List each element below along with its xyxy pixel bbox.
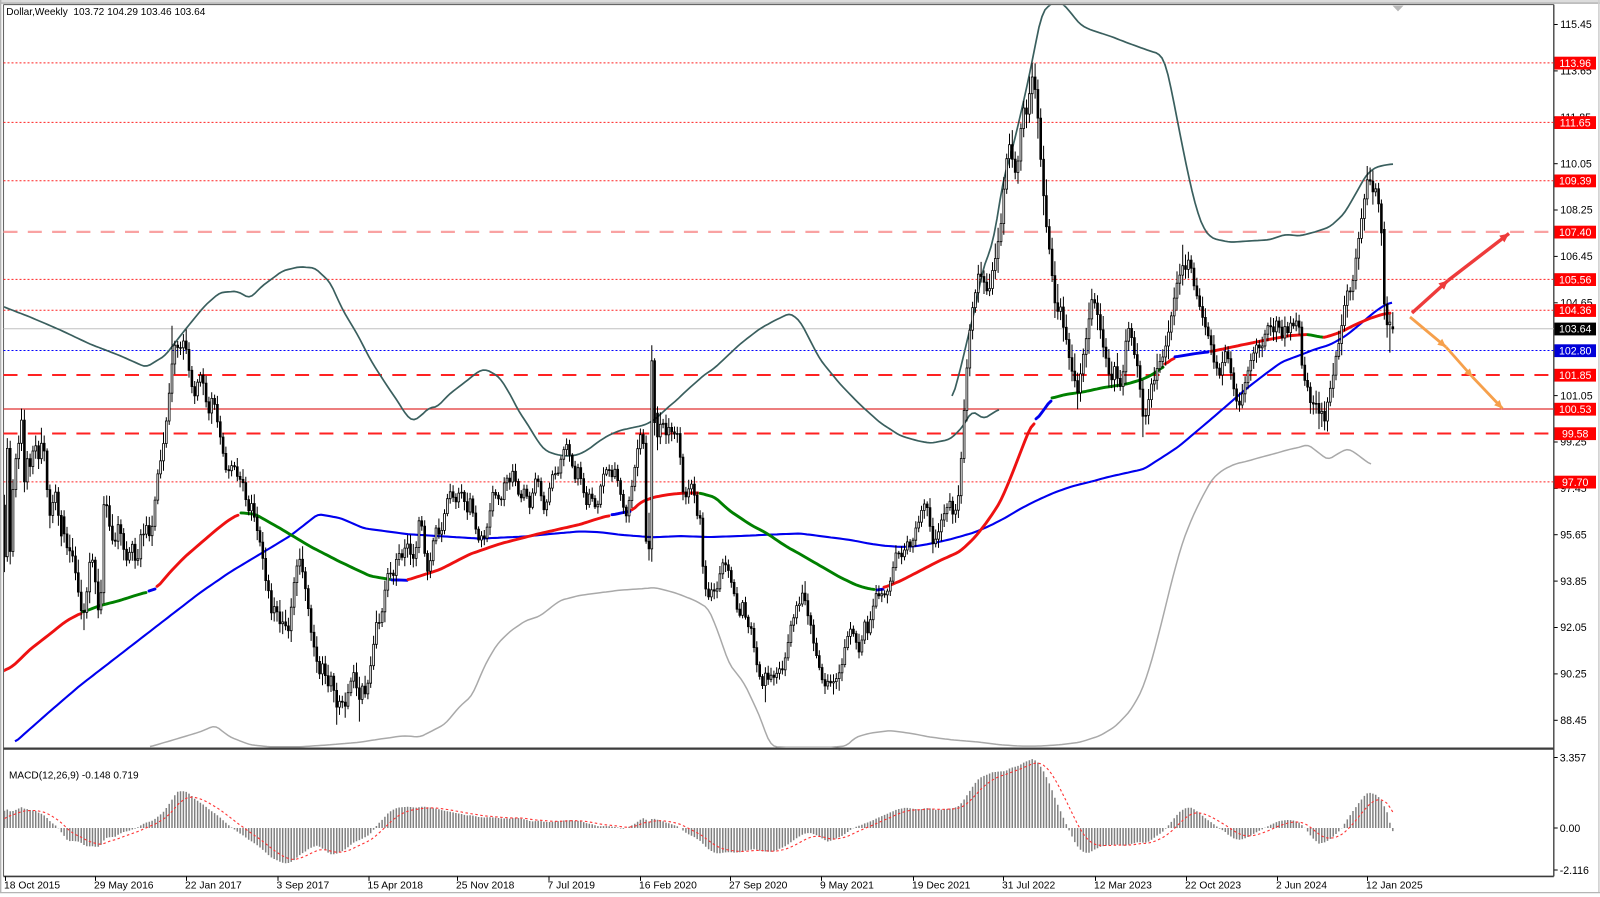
- svg-text:15 Apr 2018: 15 Apr 2018: [368, 881, 424, 892]
- svg-text:25 Nov 2018: 25 Nov 2018: [456, 881, 515, 892]
- svg-text:29 May 2016: 29 May 2016: [94, 881, 154, 892]
- svg-text:88.45: 88.45: [1560, 715, 1587, 727]
- svg-text:31 Jul 2022: 31 Jul 2022: [1002, 881, 1056, 892]
- svg-text:110.05: 110.05: [1560, 158, 1592, 170]
- svg-text:19 Dec 2021: 19 Dec 2021: [912, 881, 971, 892]
- svg-text:22 Oct 2023: 22 Oct 2023: [1185, 881, 1241, 892]
- svg-text:12 Jan 2025: 12 Jan 2025: [1366, 881, 1423, 892]
- svg-text:18 Oct 2015: 18 Oct 2015: [4, 881, 60, 892]
- svg-text:104.36: 104.36: [1559, 305, 1592, 317]
- svg-text:9 May 2021: 9 May 2021: [820, 881, 874, 892]
- svg-text:92.05: 92.05: [1560, 622, 1587, 634]
- svg-text:101.85: 101.85: [1559, 370, 1592, 382]
- svg-text:99.58: 99.58: [1562, 428, 1589, 440]
- svg-text:3.357: 3.357: [1560, 753, 1587, 765]
- svg-text:7 Jul 2019: 7 Jul 2019: [548, 881, 596, 892]
- svg-text:Dollar,Weekly 103.72 104.29 1: Dollar,Weekly 103.72 104.29 103.46 103.6…: [6, 7, 205, 18]
- svg-text:106.45: 106.45: [1560, 251, 1593, 263]
- svg-text:0.00: 0.00: [1560, 823, 1581, 835]
- svg-text:MACD(12,26,9) -0.148 0.719: MACD(12,26,9) -0.148 0.719: [9, 771, 139, 782]
- svg-text:22 Jan 2017: 22 Jan 2017: [185, 881, 242, 892]
- svg-text:105.56: 105.56: [1559, 274, 1592, 286]
- svg-text:108.25: 108.25: [1560, 205, 1593, 217]
- svg-text:111.65: 111.65: [1560, 117, 1591, 129]
- svg-text:100.53: 100.53: [1559, 404, 1592, 416]
- svg-text:101.05: 101.05: [1560, 390, 1593, 402]
- svg-text:113.96: 113.96: [1559, 58, 1591, 70]
- svg-text:95.65: 95.65: [1560, 529, 1587, 541]
- svg-text:97.70: 97.70: [1562, 477, 1589, 489]
- svg-text:107.40: 107.40: [1559, 227, 1592, 239]
- svg-text:16 Feb 2020: 16 Feb 2020: [639, 881, 697, 892]
- svg-text:-2.116: -2.116: [1560, 865, 1589, 877]
- svg-text:109.39: 109.39: [1559, 176, 1592, 188]
- svg-text:27 Sep 2020: 27 Sep 2020: [729, 881, 788, 892]
- svg-text:93.85: 93.85: [1560, 576, 1587, 588]
- svg-text:2 Jun 2024: 2 Jun 2024: [1276, 881, 1327, 892]
- svg-text:115.45: 115.45: [1560, 19, 1592, 31]
- svg-text:102.80: 102.80: [1559, 345, 1592, 357]
- svg-text:12 Mar 2023: 12 Mar 2023: [1094, 881, 1152, 892]
- svg-text:103.64: 103.64: [1559, 324, 1592, 336]
- svg-text:3 Sep 2017: 3 Sep 2017: [277, 881, 330, 892]
- svg-text:90.25: 90.25: [1560, 669, 1587, 681]
